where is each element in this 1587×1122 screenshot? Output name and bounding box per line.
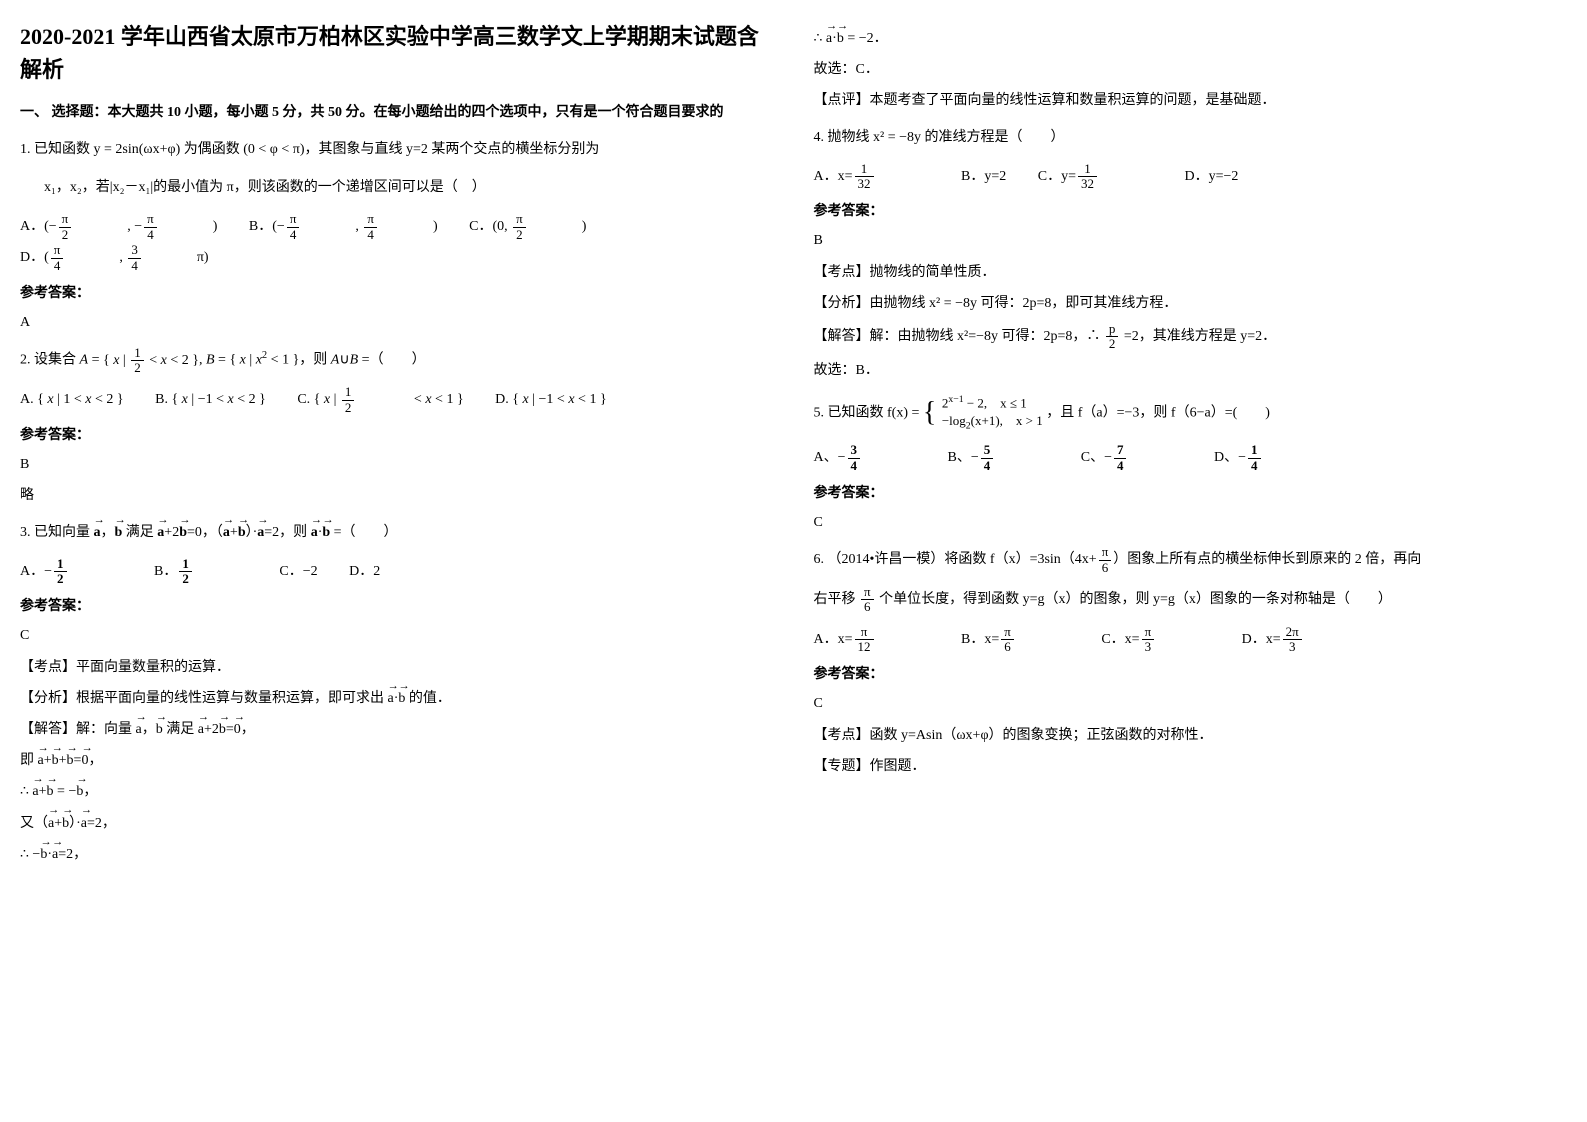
q6-optD: D．x=2π3 [1242, 625, 1358, 656]
q1-stem-a: 1. 已知函数 y = 2sin(ωx+φ) 为偶函数 (0 < φ < π)，… [20, 142, 599, 157]
q2-stem: 2. 设集合 A = { x | 12 < x < 2 }, B = { x |… [20, 345, 774, 375]
right-column: ∴ a·b = −2． 故选：C． 【点评】本题考查了平面向量的线性运算和数量积… [814, 20, 1568, 873]
q4-jd: 【解答】解：由抛物线 x²=−8y 可得：2p=8，∴ p2 =2，其准线方程是… [814, 322, 1568, 352]
exam-title: 2020-2021 学年山西省太原市万柏林区实验中学高三数学文上学期期末试题含解… [20, 20, 774, 86]
q1-stem-b: x₁，x₂，若|x₂－x₁|的最小值为 π，则该函数的一个递增区间可以是（ ） [44, 180, 486, 195]
q3-jd3: ∴ a+b = −b， [20, 779, 774, 804]
q3-dp: 【点评】本题考查了平面向量的线性运算和数量积运算的问题，是基础题． [814, 88, 1568, 113]
exam-page: 2020-2021 学年山西省太原市万柏林区实验中学高三数学文上学期期末试题含解… [20, 20, 1567, 873]
q1-ans: A [20, 310, 774, 335]
q5-piecewise: 2x−1 − 2, x ≤ 1 −log2(x+1), x > 1 [942, 393, 1043, 434]
q1-optB: B．(−π4, π4) [249, 212, 438, 243]
q6-optA: A．x=π12 [814, 625, 930, 656]
q1-optC: C．(0, π2) [469, 212, 586, 243]
q3-optD: D．2 [349, 557, 380, 588]
q3-options: A．−12 B．12 C．−2 D．2 [20, 557, 774, 588]
q6-zt: 【专题】作图题． [814, 754, 1568, 779]
q6-kp: 【考点】函数 y=Asin（ωx+φ）的图象变换；正弦函数的对称性． [814, 723, 1568, 748]
q3-jd6: ∴ a·b = −2． [814, 26, 1568, 51]
q6-options: A．x=π12 B．x=π6 C．x=π3 D．x=2π3 [814, 625, 1568, 656]
q3-ans: C [20, 623, 774, 648]
q6-ans: C [814, 691, 1568, 716]
q5-optB: B、−54 [948, 443, 1050, 474]
q1-stem: 1. 已知函数 y = 2sin(ωx+φ) 为偶函数 (0 < φ < π)，… [20, 136, 774, 164]
q6-optC: C．x=π3 [1101, 625, 1210, 656]
q6-stem-a: 6. （2014•许昌一模）将函数 f（x）=3sin（4x+π6）图象上所有点… [814, 545, 1568, 575]
q3-stem: 3. 已知向量 a，b 满足 a+2b=0，（a+b）·a=2，则 a·b =（… [20, 519, 774, 547]
q4-jd2: 故选：B． [814, 358, 1568, 383]
q5-optC: C、−74 [1081, 443, 1183, 474]
q6-optB: B．x=π6 [961, 625, 1070, 656]
q4-ans: B [814, 228, 1568, 253]
left-column: 2020-2021 学年山西省太原市万柏林区实验中学高三数学文上学期期末试题含解… [20, 20, 774, 873]
q2-ans: B [20, 452, 774, 477]
q1-options: A．(−π2, −π4) B．(−π4, π4) C．(0, π2) D．(π4… [20, 212, 774, 274]
q4-options: A．x=132 B．y=2 C．y=132 D．y=−2 [814, 162, 1568, 193]
q4-kp: 【考点】抛物线的简单性质． [814, 260, 1568, 285]
q3-optA: A．−12 [20, 557, 123, 588]
q3-kp: 【考点】平面向量数量积的运算． [20, 655, 774, 680]
q3-ans-label: 参考答案： [20, 595, 774, 615]
q2-optA: A. { x | 1 < x < 2 } [20, 385, 124, 416]
q6-stem-b: 右平移 π6 个单位长度，得到函数 y=g（x）的图象，则 y=g（x）图象的一… [814, 585, 1568, 615]
q3-optC: C．−2 [279, 557, 317, 588]
q2-note: 略 [20, 483, 774, 508]
q5-options: A、−34 B、−54 C、−74 D、−14 [814, 443, 1568, 474]
section-1-heading: 一、 选择题：本大题共 10 小题，每小题 5 分，共 50 分。在每小题给出的… [20, 102, 774, 124]
q2-options: A. { x | 1 < x < 2 } B. { x | −1 < x < 2… [20, 385, 774, 416]
q5-piece1: 2x−1 − 2, x ≤ 1 [942, 393, 1043, 413]
q5-stem-a: 5. 已知函数 f(x) = [814, 405, 920, 420]
q1-ans-label: 参考答案： [20, 282, 774, 302]
q6-ans-label: 参考答案： [814, 663, 1568, 683]
q1-stem2: x₁，x₂，若|x₂－x₁|的最小值为 π，则该函数的一个递增区间可以是（ ） [20, 174, 774, 202]
q3-jd4: 又（a+b）·a=2， [20, 811, 774, 836]
q5-ans: C [814, 510, 1568, 535]
q2-optB: B. { x | −1 < x < 2 } [155, 385, 266, 416]
q1-optD: D．(π4, 34π) [20, 243, 209, 274]
q3-jd2: 即 a+b+b=0， [20, 748, 774, 773]
q4-fx: 【分析】由抛物线 x² = −8y 可得：2p=8，即可其准线方程． [814, 291, 1568, 316]
q4-optC: C．y=132 [1038, 162, 1153, 193]
q5-optA: A、−34 [814, 443, 917, 474]
q5-stem: 5. 已知函数 f(x) = { 2x−1 − 2, x ≤ 1 −log2(x… [814, 393, 1568, 434]
q5-piece2: −log2(x+1), x > 1 [942, 412, 1043, 433]
q3-fx: 【分析】根据平面向量的线性运算与数量积运算，即可求出 a·b 的值． [20, 686, 774, 711]
q5-stem-b: ，且 f（a）=−3，则 f（6−a）=( ) [1046, 405, 1270, 420]
q4-optB: B．y=2 [961, 162, 1006, 193]
q2-optD: D. { x | −1 < x < 1 } [495, 385, 607, 416]
q3-jd5: ∴ −b·a=2， [20, 842, 774, 867]
q3-optB: B．12 [154, 557, 248, 588]
q5-ans-label: 参考答案： [814, 482, 1568, 502]
q4-ans-label: 参考答案： [814, 200, 1568, 220]
q5-optD: D、−14 [1214, 443, 1317, 474]
q3-jd1: 【解答】解：向量 a，b 满足 a+2b=0， [20, 717, 774, 742]
q4-optD: D．y=−2 [1184, 162, 1238, 193]
q4-stem: 4. 抛物线 x² = −8y 的准线方程是（ ） [814, 124, 1568, 152]
brace-icon: { [923, 399, 936, 427]
q1-optA: A．(−π2, −π4) [20, 212, 217, 243]
q4-optA: A．x=132 [814, 162, 930, 193]
q2-ans-label: 参考答案： [20, 424, 774, 444]
q2-optC: C. { x | 12 < x < 1 } [297, 385, 463, 416]
q3-jd7: 故选：C． [814, 57, 1568, 82]
